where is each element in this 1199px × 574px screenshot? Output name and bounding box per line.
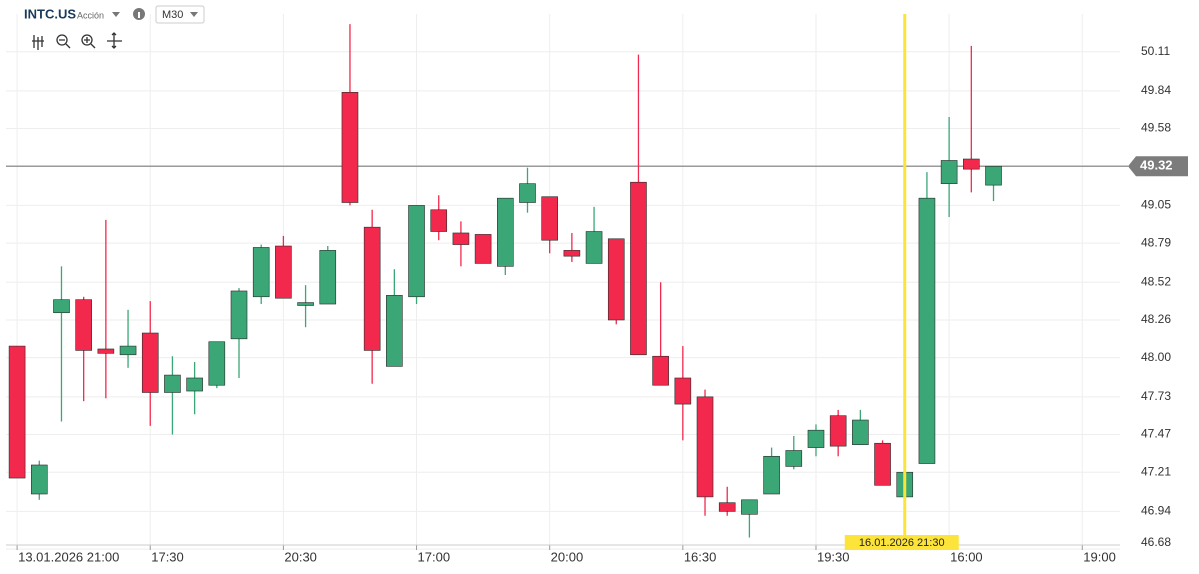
candle-body: [985, 165, 1002, 186]
chart-type-icon[interactable]: [32, 35, 44, 50]
y-tick-label: 48.79: [1141, 235, 1171, 249]
candle-body: [341, 92, 359, 203]
candle-body: [785, 450, 803, 467]
candle-body: [630, 181, 647, 356]
y-tick-label: 46.68: [1141, 535, 1171, 549]
y-tick-label: 49.58: [1141, 121, 1171, 135]
candle-body: [30, 464, 48, 495]
candle-body: [452, 232, 470, 245]
x-tick-label: 19:00: [1083, 549, 1116, 564]
y-tick-label: 47.73: [1141, 389, 1171, 403]
candle-body: [963, 158, 980, 170]
x-tick-label: 16:30: [684, 549, 717, 564]
candle-body: [674, 377, 692, 405]
candle-body: [230, 290, 248, 340]
crosshair-box: [844, 535, 959, 550]
x-tick-label: 20:30: [284, 549, 317, 564]
x-tick-label: 13.01.2026 21:00: [18, 549, 119, 564]
candle-body: [386, 295, 403, 367]
x-tick-label: 19:30: [817, 549, 850, 564]
candle-body: [408, 205, 425, 298]
candle-body: [252, 247, 270, 298]
x-tick-label: 17:30: [151, 549, 184, 564]
symbol-dropdown[interactable]: [112, 12, 120, 17]
candle-body: [53, 299, 70, 314]
crosshair-label: 16.01.2026 21:30: [859, 537, 945, 549]
y-tick-label: 48.26: [1141, 312, 1171, 326]
candle-body: [696, 396, 714, 498]
candle-body: [718, 502, 736, 512]
candle-body: [75, 299, 92, 351]
candle-body: [918, 197, 936, 464]
candle-body: [541, 196, 558, 241]
candle-body: [164, 374, 181, 393]
candle-body: [563, 250, 581, 257]
timeframe-selector[interactable]: [155, 5, 205, 24]
y-tick-label: 49.05: [1141, 198, 1171, 212]
candle-body: [585, 231, 603, 264]
y-tick-label: 46.94: [1141, 504, 1171, 518]
asset-type: Acción: [77, 10, 104, 20]
candle-body: [807, 429, 825, 448]
x-tick-label: 20:00: [551, 549, 584, 564]
y-tick-label: 49.84: [1141, 83, 1171, 97]
candle-body: [763, 455, 780, 495]
y-tick-label: 48.00: [1141, 350, 1171, 364]
candle-body: [363, 226, 381, 351]
toolbar: [32, 32, 122, 50]
timeframe-dropdown[interactable]: [190, 12, 198, 17]
candle-body: [319, 250, 337, 305]
candle-body: [874, 442, 891, 486]
candle-body: [652, 355, 669, 386]
symbol[interactable]: INTC.US: [24, 6, 76, 21]
candle-body: [119, 345, 137, 356]
candle-body: [940, 160, 958, 184]
y-tick-label: 48.52: [1141, 274, 1171, 288]
timeframe: M30: [162, 9, 183, 21]
candle-body: [497, 197, 514, 267]
y-tick-label: 50.11: [1141, 44, 1170, 58]
candle-body: [852, 419, 869, 445]
x-tick-label: 16:00: [950, 549, 983, 564]
zoom-in-icon[interactable]: [81, 34, 93, 46]
candle-body: [97, 348, 115, 354]
plot-area: 50.11 49.84 49.58 49.05 48.79 48.52 48.26 48.00…: [6, 14, 1188, 564]
pan-icon[interactable]: [107, 32, 122, 49]
candle-body: [474, 234, 492, 264]
info-icon-glyph: [138, 12, 140, 18]
last-price-label: 49.32: [1140, 158, 1173, 173]
candle-body: [208, 341, 226, 386]
zoom-out-icon[interactable]: [56, 34, 68, 46]
candle-body: [186, 377, 203, 392]
last-price-box: [1128, 156, 1188, 177]
candle-body: [741, 499, 758, 515]
candle-body: [519, 183, 536, 203]
candle-body: [829, 415, 847, 447]
x-tick-label: 17:00: [418, 549, 451, 564]
candle-body: [607, 238, 625, 321]
candle-body: [430, 209, 448, 232]
y-tick-label: 47.47: [1141, 427, 1171, 441]
candle-body: [141, 332, 159, 393]
candle-body: [297, 302, 314, 306]
candle-body: [275, 245, 292, 299]
y-tick-label: 47.21: [1141, 464, 1171, 478]
candle-body: [8, 345, 26, 479]
